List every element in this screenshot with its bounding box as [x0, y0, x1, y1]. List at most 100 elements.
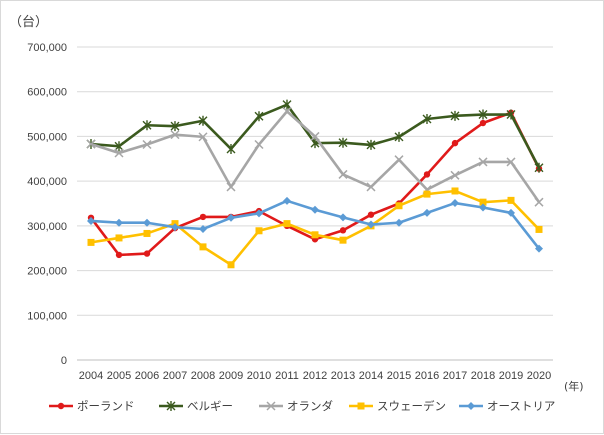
data-point — [394, 155, 404, 165]
y-tick-labels: 0 100,000 200,000 300,000 400,000 500,000 600,… — [27, 42, 67, 367]
series-group — [86, 99, 544, 269]
y-unit-label: （台） — [9, 15, 48, 30]
data-point — [142, 120, 152, 131]
data-point — [339, 236, 347, 244]
data-point — [87, 238, 95, 246]
data-point — [535, 225, 543, 233]
x-tick-label: 2005 — [107, 370, 131, 382]
data-point — [451, 199, 459, 208]
data-point — [339, 213, 347, 222]
x-tick-label: 2016 — [415, 370, 439, 382]
data-point — [395, 202, 403, 210]
data-point — [282, 106, 292, 116]
legend-item: スウェーデン — [349, 399, 446, 413]
data-point — [479, 203, 487, 212]
data-point — [535, 244, 543, 253]
data-point — [115, 251, 123, 259]
data-point — [367, 220, 375, 229]
data-point — [283, 220, 291, 228]
data-point — [57, 402, 65, 410]
x-tick-label: 2008 — [191, 370, 215, 382]
data-point — [338, 137, 348, 148]
data-point — [143, 250, 151, 257]
data-point — [338, 169, 348, 179]
legend-item: ベルギー — [159, 399, 233, 413]
data-point — [254, 111, 264, 122]
data-point — [450, 110, 460, 121]
data-point — [311, 205, 319, 214]
legend-label: オランダ — [287, 399, 333, 413]
x-tick-label: 2011 — [275, 370, 299, 382]
x-tick-label: 2013 — [331, 370, 355, 382]
data-point — [311, 231, 319, 239]
data-point — [226, 143, 236, 154]
legend: ポーランド ベルギー オランダ スウェーデン オーストリア — [49, 399, 555, 413]
data-point — [115, 234, 123, 242]
legend-label: ポーランド — [77, 399, 135, 413]
data-point — [199, 224, 207, 233]
x-tick-label: 2009 — [219, 370, 243, 382]
data-point — [198, 115, 208, 126]
data-point — [534, 162, 544, 173]
data-point — [254, 139, 264, 150]
data-point — [395, 218, 403, 227]
data-point — [534, 197, 544, 207]
data-point — [339, 227, 347, 234]
data-point — [450, 170, 460, 180]
data-point — [422, 113, 432, 124]
data-point — [87, 216, 95, 225]
data-point — [142, 139, 152, 150]
data-point — [507, 208, 515, 217]
series-4 — [87, 187, 543, 269]
legend-label: ベルギー — [187, 399, 233, 413]
y-tick-label: 500,000 — [27, 131, 67, 143]
data-point — [467, 402, 475, 410]
data-point — [506, 109, 516, 120]
data-point — [115, 218, 123, 227]
legend-item: オランダ — [259, 399, 333, 413]
data-point — [227, 213, 235, 222]
data-point — [366, 182, 376, 192]
y-tick-label: 200,000 — [27, 266, 67, 278]
x-tick-label: 2020 — [527, 370, 551, 382]
x-tick-label: 2015 — [387, 370, 411, 382]
data-point — [478, 109, 488, 120]
series-line — [90, 189, 540, 267]
data-point — [367, 211, 375, 218]
x-tick-labels: 2004 2005 2006 2007 2008 2009 2010 2011 2012 2013… — [79, 370, 551, 382]
data-point — [283, 196, 291, 205]
data-point — [227, 261, 235, 269]
data-point — [255, 227, 263, 235]
data-point — [423, 190, 431, 198]
data-point — [394, 131, 404, 142]
data-point — [114, 141, 124, 152]
data-point — [255, 209, 263, 218]
x-tick-label: 2017 — [443, 370, 467, 382]
legend-label: スウェーデン — [377, 399, 446, 413]
data-point — [451, 139, 459, 147]
legend-label: オーストリア — [487, 399, 555, 413]
x-unit-label: (年) — [564, 379, 584, 393]
data-point — [114, 148, 124, 158]
data-point — [357, 402, 365, 410]
x-tick-label: 2004 — [79, 370, 103, 382]
data-point — [199, 243, 207, 251]
x-tick-label: 2010 — [247, 370, 271, 382]
x-tick-label: 2006 — [135, 370, 159, 382]
y-tick-label: 0 — [61, 355, 67, 367]
data-point — [170, 121, 180, 132]
data-point — [479, 119, 487, 127]
data-point — [170, 130, 180, 140]
data-point — [451, 187, 459, 195]
data-point — [366, 139, 376, 150]
legend-item: オーストリア — [459, 399, 555, 413]
data-point — [266, 401, 276, 411]
data-point — [282, 99, 292, 110]
data-point — [86, 139, 96, 149]
x-tick-label: 2018 — [471, 370, 495, 382]
data-point — [478, 157, 488, 167]
data-point — [479, 198, 487, 206]
y-tick-label: 600,000 — [27, 87, 67, 99]
data-point — [198, 132, 208, 142]
